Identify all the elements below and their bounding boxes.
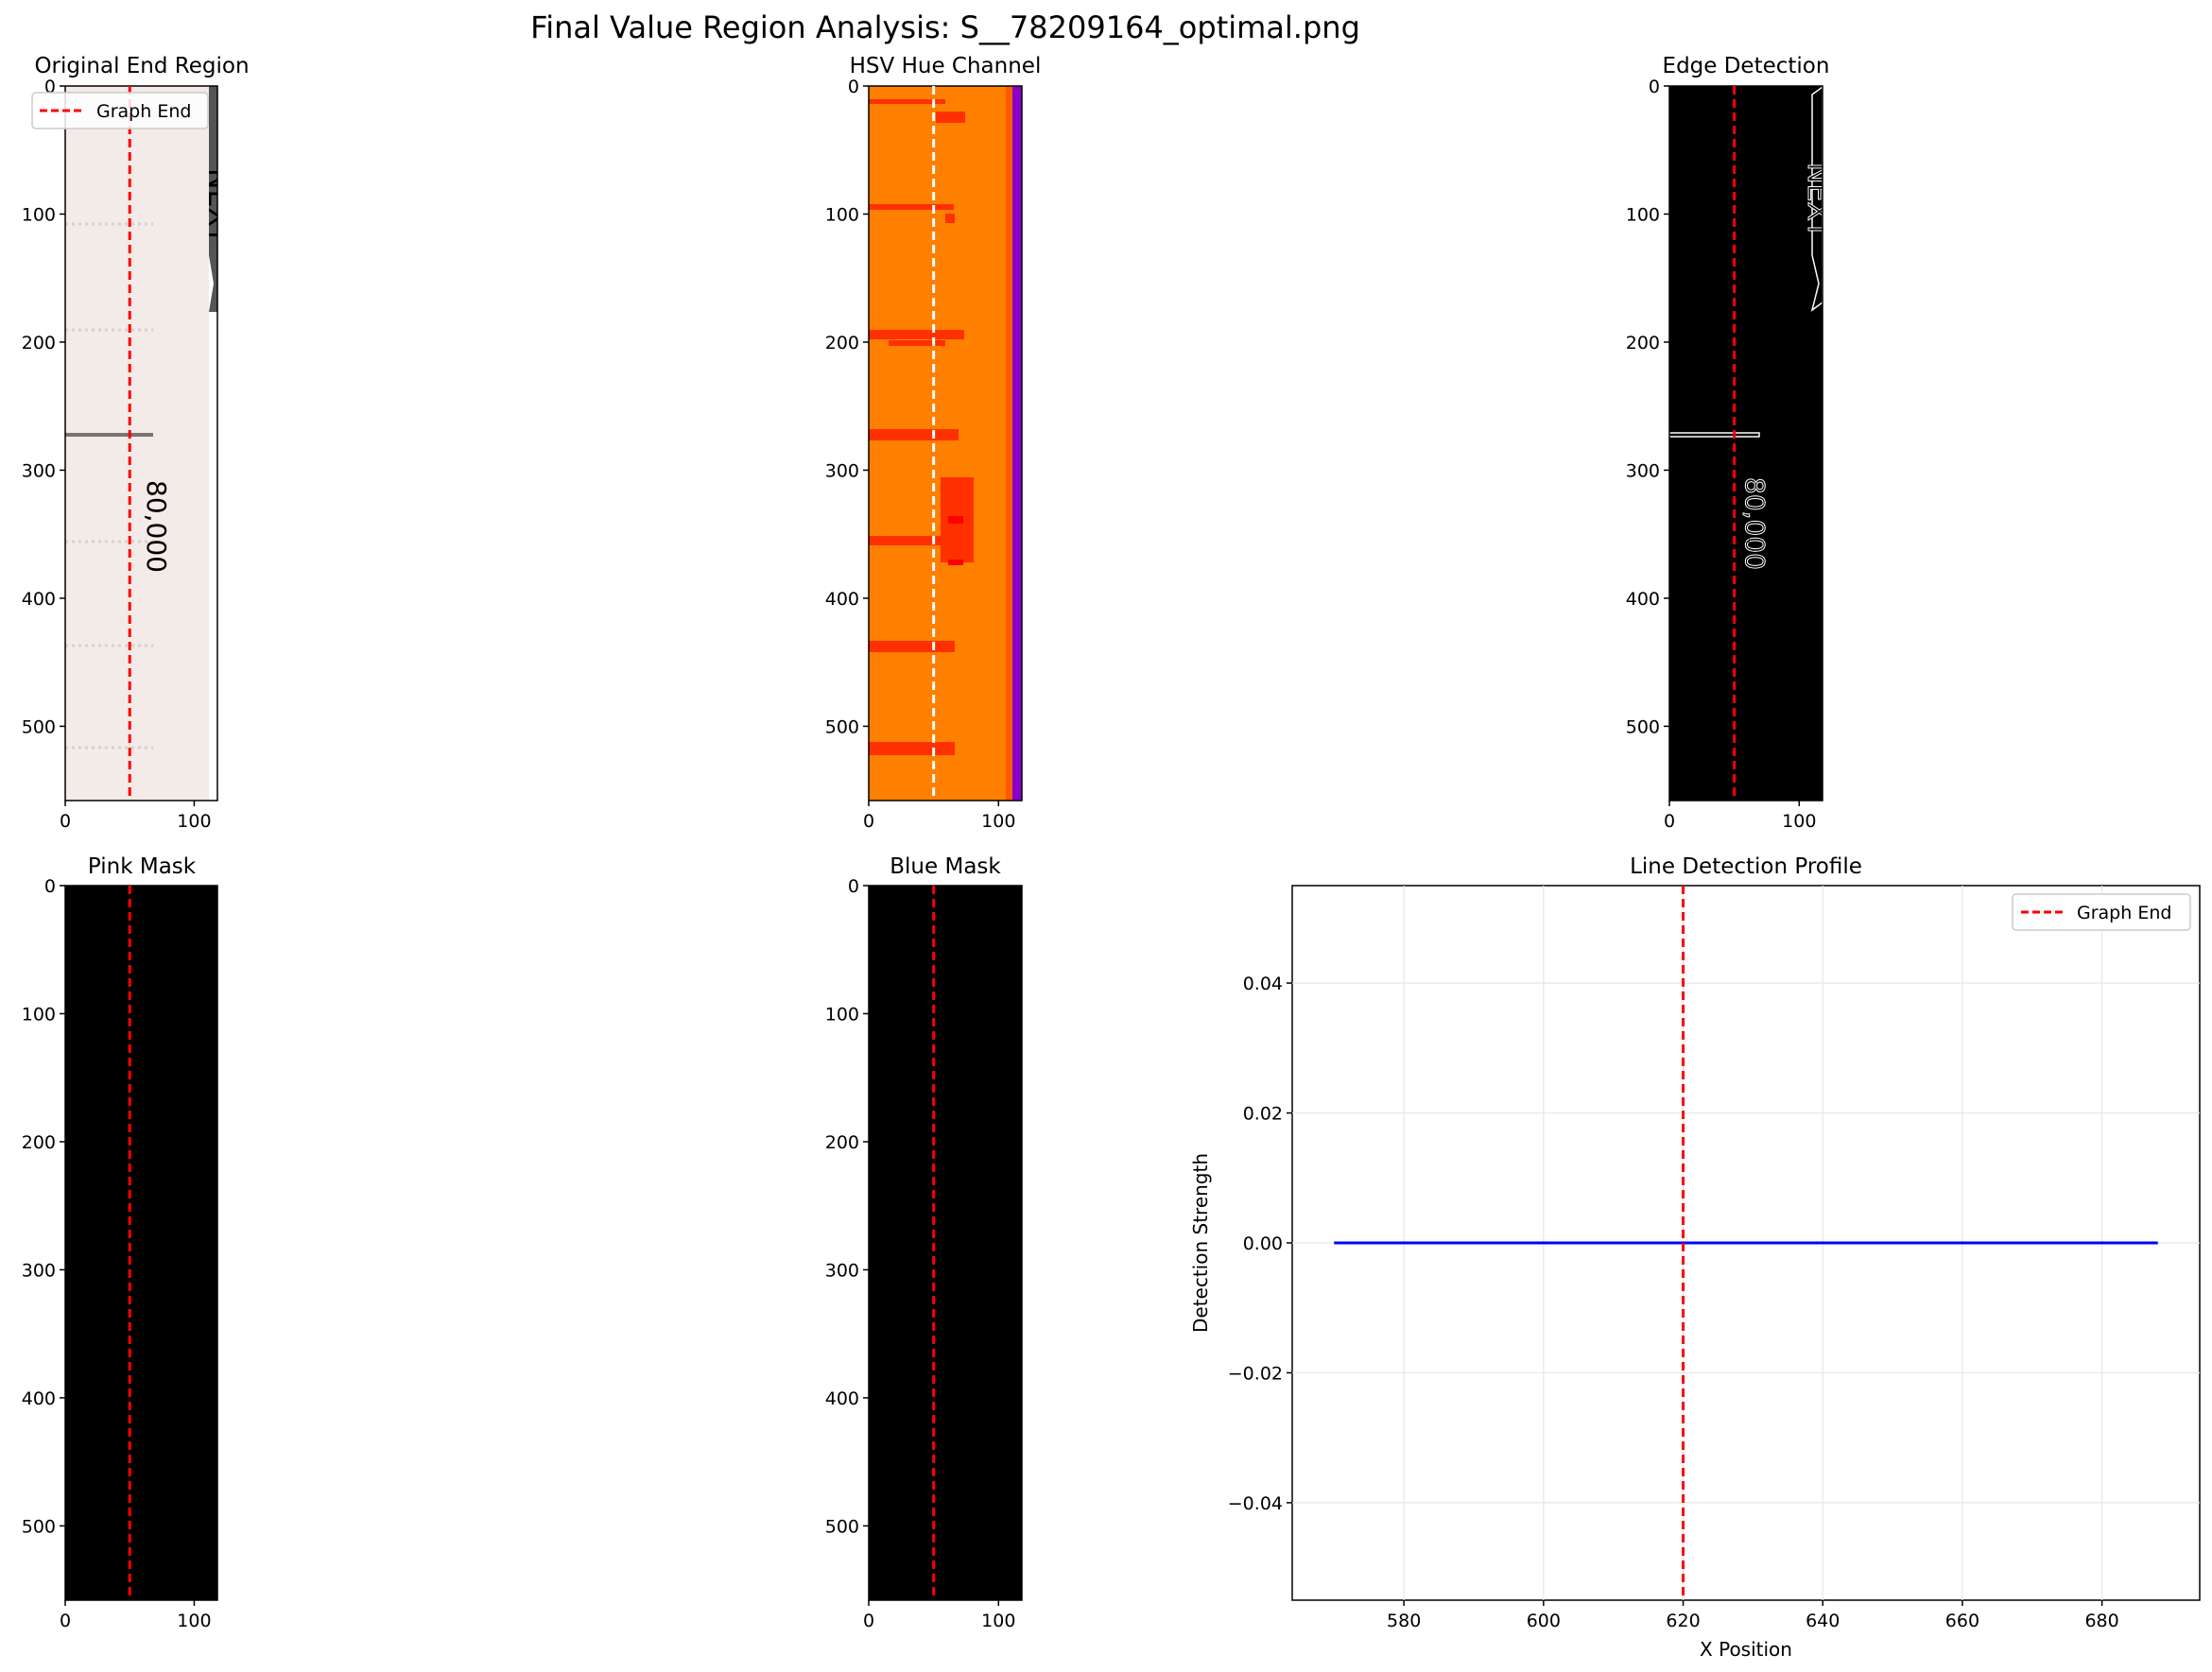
pink-ytick-label: 0 xyxy=(44,876,56,897)
edge-ytick-label: 0 xyxy=(1649,77,1660,97)
profile-ytick-label: 0.02 xyxy=(1243,1104,1283,1125)
edge-image: NEXT 80,000 ▫ ▫ ▫ ▫ ▫ ▫ ▫ ▫ ▫ ▫ ▫▫ ▫ ▫ ▫ ▫ ▫ ▫ ▫ ▫ ▫ xyxy=(1669,86,1834,801)
profile-ylabel: Detection Strength xyxy=(1189,1153,1212,1333)
svg-text:▫: ▫ xyxy=(1737,218,1743,228)
pink-xtick-label: 0 xyxy=(60,1611,71,1631)
svg-text:NEXT: NEXT xyxy=(201,168,234,244)
svg-text:▫: ▫ xyxy=(1714,536,1719,545)
profile-ytick-label: −0.04 xyxy=(1228,1493,1283,1514)
hue-xtick-label: 0 xyxy=(863,811,874,832)
profile-xtick-label: 600 xyxy=(1527,1611,1561,1631)
pink-ytick-label: 100 xyxy=(22,1004,56,1025)
hue-ytick-label: 200 xyxy=(825,333,859,353)
title-edge: Edge Detection xyxy=(1663,54,1830,78)
blue-xtick-label: 0 xyxy=(863,1611,874,1631)
blue-ytick-label: 100 xyxy=(825,1004,859,1025)
svg-text:▫: ▫ xyxy=(1679,116,1685,126)
blue-mask-image xyxy=(868,885,1023,1601)
hue-ytick-label: 100 xyxy=(825,204,859,225)
edge-ytick-label: 400 xyxy=(1626,589,1660,610)
blue-ytick-label: 200 xyxy=(825,1132,859,1153)
profile-xtick-label: 620 xyxy=(1666,1611,1700,1631)
hue-xtick-label: 100 xyxy=(981,811,1015,832)
profile-ticks: 580 600 620 640 660 680 −0.04 −0.02 0.00 0.02 0.04 xyxy=(1228,974,2119,1631)
profile-plot xyxy=(1334,886,2158,1600)
hue-ytick-label: 400 xyxy=(825,589,859,610)
edge-ytick-label: 500 xyxy=(1626,716,1660,737)
svg-text:▫: ▫ xyxy=(1679,746,1685,755)
hue-ytick-label: 300 xyxy=(825,460,859,481)
original-ytick-label: 400 xyxy=(22,589,56,610)
svg-text:▫: ▫ xyxy=(1714,218,1719,228)
profile-ytick-label: 0.04 xyxy=(1243,974,1283,994)
blue-ytick-label: 300 xyxy=(825,1260,859,1281)
image-panel-ticks: 0 100 200 300 400 500 0 100 0 100 200 300 400 500 0 100… xyxy=(22,77,1817,1631)
legend-original: Graph End xyxy=(31,92,209,129)
svg-text:▫: ▫ xyxy=(1702,116,1707,126)
hue-ytick-label: 500 xyxy=(825,716,859,737)
svg-text:NEXT: NEXT xyxy=(1801,163,1834,238)
profile-xtick-label: 680 xyxy=(2084,1611,2118,1631)
legend-profile: Graph End xyxy=(2012,893,2191,931)
blue-ytick-label: 0 xyxy=(848,876,859,897)
edge-value-label: 80,000 xyxy=(1739,477,1771,570)
title-hue: HSV Hue Channel xyxy=(850,54,1042,78)
pink-mask-image xyxy=(64,885,218,1601)
svg-text:▫: ▫ xyxy=(1744,116,1750,126)
legend-profile-label: Graph End xyxy=(2077,903,2171,923)
svg-text:▫: ▫ xyxy=(1679,218,1685,228)
hue-image xyxy=(869,86,1022,801)
pink-ytick-label: 200 xyxy=(22,1132,56,1153)
legend-original-label: Graph End xyxy=(96,101,191,122)
svg-text:▫: ▫ xyxy=(1679,644,1685,653)
original-xtick-label: 0 xyxy=(60,811,71,832)
svg-text:▫: ▫ xyxy=(1744,218,1750,228)
svg-text:▫: ▫ xyxy=(1709,746,1715,755)
pink-ytick-label: 400 xyxy=(22,1388,56,1409)
pink-ytick-label: 300 xyxy=(22,1260,56,1281)
edge-ytick-label: 300 xyxy=(1626,460,1660,481)
hue-ytick-label: 0 xyxy=(848,77,859,97)
original-xtick-label: 100 xyxy=(177,811,211,832)
blue-ytick-label: 500 xyxy=(825,1516,859,1537)
blue-ytick-label: 400 xyxy=(825,1388,859,1409)
title-original: Original End Region xyxy=(34,54,249,78)
svg-text:▫: ▫ xyxy=(1737,116,1743,126)
svg-text:▫: ▫ xyxy=(1714,644,1719,653)
svg-text:▫: ▫ xyxy=(1744,324,1750,334)
svg-text:▫: ▫ xyxy=(1744,644,1750,653)
title-profile: Line Detection Profile xyxy=(1630,854,1862,879)
svg-text:▫: ▫ xyxy=(1744,536,1750,545)
svg-text:▫: ▫ xyxy=(1744,746,1750,755)
profile-xtick-label: 660 xyxy=(1945,1611,1979,1631)
profile-ytick-label: −0.02 xyxy=(1228,1363,1283,1384)
profile-ytick-label: 0.00 xyxy=(1243,1233,1283,1254)
pink-ytick-label: 500 xyxy=(22,1516,56,1537)
pink-xtick-label: 100 xyxy=(177,1611,211,1631)
profile-xtick-label: 640 xyxy=(1806,1611,1840,1631)
image-panel-graph-end-lines xyxy=(128,86,1737,1600)
edge-xtick-label: 100 xyxy=(1782,811,1816,832)
svg-text:▫: ▫ xyxy=(1702,746,1707,755)
original-ytick-label: 500 xyxy=(22,716,56,737)
title-blue: Blue Mask xyxy=(890,854,1001,879)
svg-text:▫: ▫ xyxy=(1683,536,1688,545)
edge-xtick-label: 0 xyxy=(1664,811,1675,832)
profile-xtick-label: 580 xyxy=(1387,1611,1421,1631)
profile-xlabel: X Position xyxy=(1700,1638,1792,1661)
original-ytick-label: 200 xyxy=(22,333,56,353)
original-ytick-label: 100 xyxy=(22,204,56,225)
svg-text:▫: ▫ xyxy=(1679,536,1685,545)
original-image: NEXT 80,000 xyxy=(65,86,234,801)
svg-text:▫: ▫ xyxy=(1714,116,1719,126)
title-pink: Pink Mask xyxy=(88,854,197,879)
figure-title: Final Value Region Analysis: S__78209164… xyxy=(530,9,1360,45)
original-ytick-label: 300 xyxy=(22,460,56,481)
edge-ytick-label: 100 xyxy=(1626,204,1660,225)
original-value-label: 80,000 xyxy=(141,480,172,573)
edge-ytick-label: 200 xyxy=(1626,333,1660,353)
blue-xtick-label: 100 xyxy=(981,1611,1015,1631)
